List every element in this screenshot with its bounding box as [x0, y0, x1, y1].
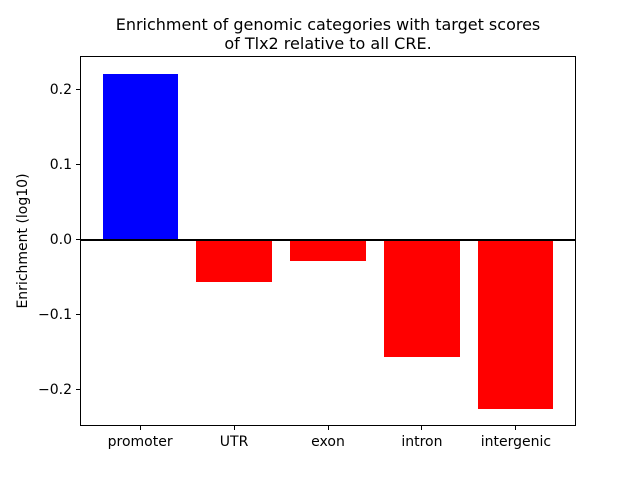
bar-intron: [384, 239, 460, 357]
bar-promoter: [102, 74, 178, 240]
y-tick-mark: [76, 89, 80, 91]
y-tick-label: 0.0: [49, 231, 72, 248]
x-tick-label: UTR: [219, 434, 249, 450]
y-tick-label: −0.1: [38, 306, 72, 323]
x-tick-mark: [139, 426, 141, 430]
y-tick-mark: [76, 164, 80, 166]
y-tick-label: −0.2: [38, 381, 72, 398]
y-tick-label: 0.2: [49, 81, 72, 98]
bar-exon: [290, 239, 366, 261]
x-tick-mark: [421, 426, 423, 430]
x-tick-label: intergenic: [480, 434, 552, 450]
x-tick-mark: [327, 426, 329, 430]
y-tick-label: 0.1: [49, 156, 72, 173]
y-tick-mark: [76, 314, 80, 316]
x-tick-label: promoter: [107, 434, 173, 450]
chart-title: Enrichment of genomic categories with ta…: [80, 15, 576, 53]
y-tick-mark: [76, 239, 80, 241]
bar-intergenic: [478, 239, 554, 410]
chart-title-line2: of Tlx2 relative to all CRE.: [224, 34, 432, 53]
bar-UTR: [196, 239, 272, 282]
x-tick-mark: [233, 426, 235, 430]
chart-title-line1: Enrichment of genomic categories with ta…: [115, 15, 541, 34]
x-tick-mark: [515, 426, 517, 430]
x-tick-label: exon: [311, 434, 345, 450]
x-tick-label: intron: [401, 434, 443, 450]
zero-line: [80, 238, 576, 241]
y-tick-mark: [76, 389, 80, 391]
